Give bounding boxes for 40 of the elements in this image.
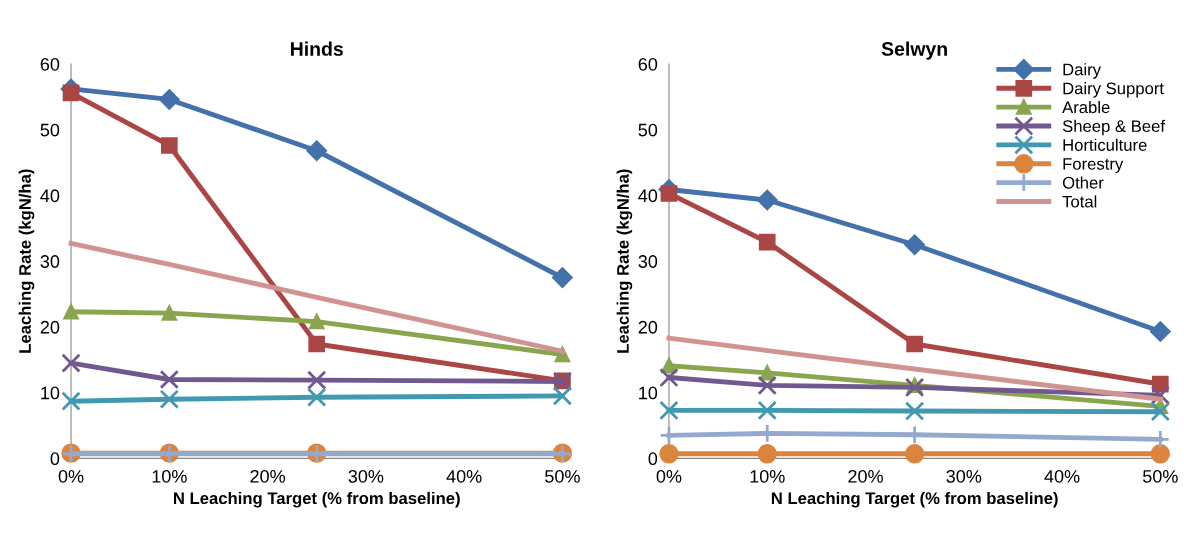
x-tick-label: 30% <box>946 469 982 483</box>
y-axis-title: Leaching Rate (kgN/ha) <box>18 169 35 353</box>
y-axis-title: Leaching Rate (kgN/ha) <box>616 169 633 353</box>
y-tick-label: 20 <box>40 320 60 334</box>
y-tick-label: 10 <box>41 386 60 400</box>
x-tick-label: 40% <box>446 469 482 483</box>
x-axis-title: N Leaching Target (% from baseline) <box>173 491 460 508</box>
x-tick-label: 0% <box>656 469 682 483</box>
y-tick-label: 50 <box>40 123 60 137</box>
y-tick-label: 0 <box>50 452 60 466</box>
legend-label: Other <box>1062 176 1104 189</box>
x-axis-title: N Leaching Target (% from baseline) <box>771 491 1058 508</box>
x-tick-label: 20% <box>848 469 883 483</box>
y-tick-label: 50 <box>638 123 658 137</box>
y-tick-label: 60 <box>40 57 60 71</box>
legend-label: Arable <box>1062 100 1110 114</box>
x-tick-label: 50% <box>1142 469 1178 483</box>
y-tick-label: 30 <box>638 255 658 268</box>
x-tick-label: 20% <box>250 469 286 483</box>
x-tick-label: 10% <box>750 469 785 483</box>
chart-title: Selwyn <box>881 41 947 60</box>
y-tick-label: 40 <box>40 189 60 203</box>
x-tick-label: 50% <box>545 469 580 483</box>
x-tick-label: 30% <box>348 469 384 483</box>
chart-title: Hinds <box>291 41 343 56</box>
legend-label: Dairy Support <box>1063 82 1164 98</box>
y-tick-label: 30 <box>40 255 60 268</box>
y-tick-label: 60 <box>638 57 658 71</box>
x-tick-label: 0% <box>58 469 84 483</box>
legend-label: Total <box>1062 195 1097 208</box>
y-tick-label: 20 <box>638 320 658 334</box>
legend-label: Dairy <box>1063 63 1101 79</box>
y-tick-label: 0 <box>648 452 658 466</box>
x-tick-label: 40% <box>1044 469 1080 483</box>
legend-label: Horticulture <box>1063 138 1147 151</box>
legend-label: Sheep & Beef <box>1062 119 1166 136</box>
x-tick-label: 10% <box>152 469 187 483</box>
y-tick-label: 40 <box>638 189 658 203</box>
legend-label: Forestry <box>1063 158 1124 174</box>
y-tick-label: 10 <box>639 386 658 400</box>
